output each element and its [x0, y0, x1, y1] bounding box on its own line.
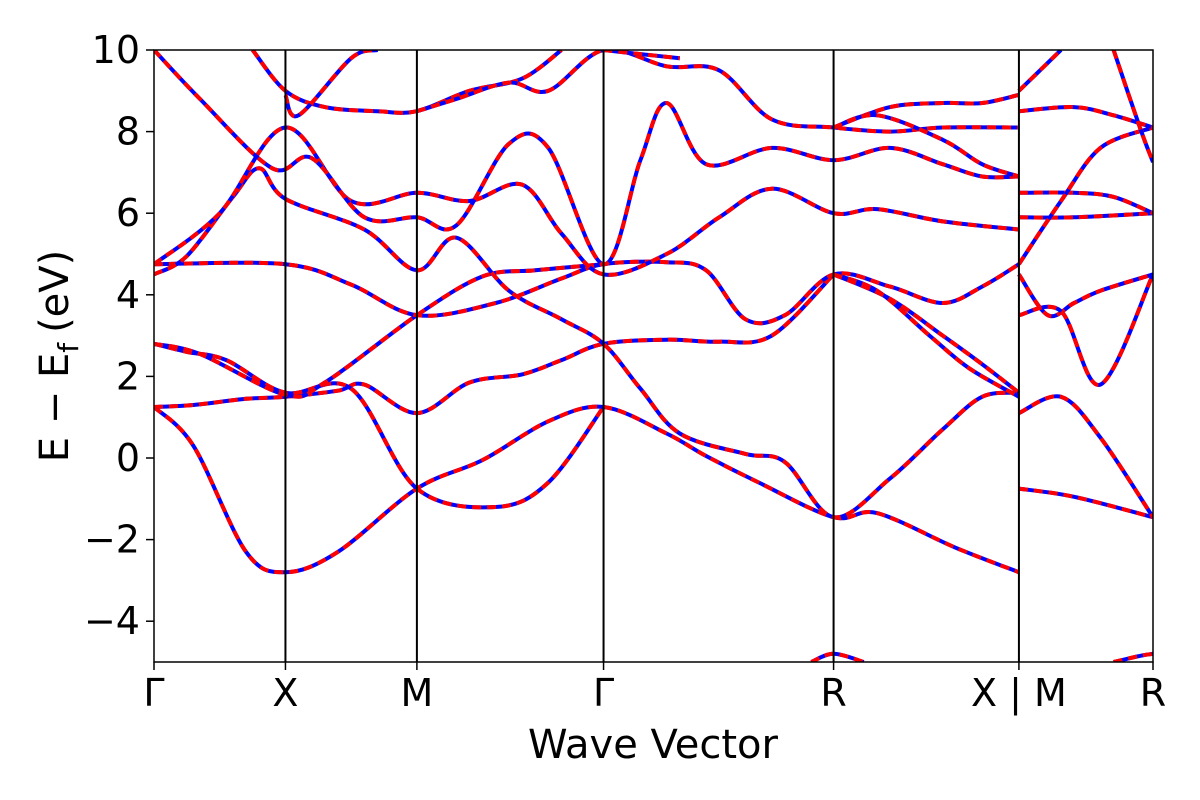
band-line-red-27: [1113, 651, 1153, 662]
band-line-red-0: [154, 404, 1020, 575]
kpoint-lines: [284, 50, 1020, 662]
band-line-blue-15: [832, 272, 1020, 399]
band-line-blue-22: [1017, 125, 1153, 266]
band-line-red-25: [1111, 50, 1153, 163]
band-line-red-2: [154, 272, 836, 416]
band-line-red-5: [154, 259, 1020, 326]
x-tick-label-0: Γ: [143, 671, 164, 715]
x-tick-label-6: R: [1140, 671, 1166, 715]
y-axis: −4 −2 0 2 4 6 8 10: [84, 28, 154, 643]
x-axis-label: Wave Vector: [528, 722, 779, 768]
y-tick-label-1: −2: [84, 518, 140, 562]
band-line-red-20: [1018, 211, 1153, 220]
band-line-red-21: [1018, 190, 1153, 216]
band-line-red-7: [154, 125, 1020, 277]
y-tick-label-3: 2: [116, 354, 140, 398]
band-line-red-12: [603, 50, 681, 61]
x-tick-label-3: Γ: [593, 671, 614, 715]
band-line-blue-6: [154, 166, 1020, 520]
band-line-red-8: [154, 50, 1019, 267]
band-line-blue-11: [416, 50, 1019, 134]
band-line-red-1: [1018, 486, 1153, 520]
bands-layer: [154, 50, 1153, 662]
x-tick-label-4: R: [820, 671, 846, 715]
band-line-red-18: [1018, 273, 1153, 387]
y-axis-label-main: E − E: [32, 353, 78, 463]
y-tick-label-6: 8: [116, 110, 140, 154]
y-axis-label-unit: (eV): [32, 250, 78, 333]
band-line-blue-5: [154, 259, 1020, 326]
x-axis: Γ X M Γ R X | M R: [143, 662, 1166, 716]
y-tick-label-4: 4: [116, 273, 140, 317]
band-line-blue-21: [1018, 190, 1153, 216]
band-line-red-14: [832, 113, 1020, 179]
y-tick-label-7: 10: [92, 28, 140, 72]
x-tick-label-5: X | M: [971, 671, 1067, 716]
y-axis-label-sub: f: [52, 342, 85, 353]
band-line-red-6: [154, 166, 1020, 520]
y-tick-label-5: 6: [116, 191, 140, 235]
band-line-blue-20: [1018, 211, 1153, 220]
y-axis-label: E − Ef (eV): [32, 250, 85, 463]
band-line-red-23: [1018, 105, 1153, 130]
band-line-blue-13: [832, 92, 1020, 130]
band-line-blue-8: [154, 50, 1019, 267]
band-line-red-19: [1018, 394, 1153, 519]
band-line-red-9: [251, 50, 563, 115]
band-line-red-4: [154, 262, 604, 399]
band-line-red-17: [1017, 272, 1153, 319]
band-line-red-11: [416, 50, 1019, 134]
band-line-blue-4: [154, 262, 604, 399]
x-tick-label-1: X: [272, 671, 298, 715]
plot-frame: [153, 49, 1154, 663]
band-line-red-24: [1017, 50, 1063, 93]
y-tick-label-2: 0: [116, 436, 140, 480]
band-line-red-16: [832, 272, 1021, 395]
band-line-red-22: [1017, 125, 1153, 266]
band-line-red-15: [832, 272, 1020, 399]
band-line-red-13: [832, 92, 1020, 130]
x-tick-label-2: M: [400, 671, 433, 715]
y-tick-label-0: −4: [84, 599, 140, 643]
band-line-red-26: [810, 651, 865, 662]
